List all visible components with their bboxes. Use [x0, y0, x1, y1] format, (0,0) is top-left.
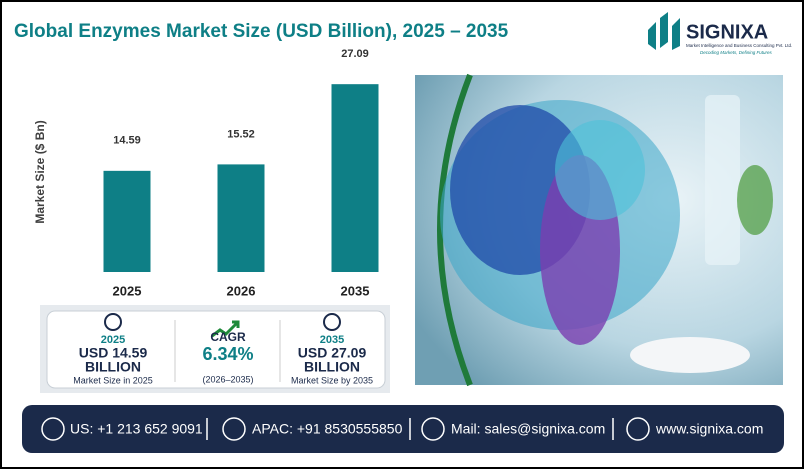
- data-label: 27.09: [341, 48, 369, 60]
- stat-caption: Market Size in 2025: [73, 375, 153, 385]
- data-label: 15.52: [227, 128, 255, 140]
- x-tick-label: 2035: [341, 283, 370, 298]
- plot: 2025 14.59 2026 15.52 2035 27.09: [103, 48, 379, 298]
- chart-title: Global Enzymes Market Size (USD Billion)…: [14, 21, 509, 42]
- footer-web: www.signixa.com: [655, 421, 763, 437]
- growth-icon: [211, 320, 240, 338]
- logo-name: SIGNIXA: [686, 21, 768, 43]
- stat-value: USD 14.59: [79, 345, 148, 361]
- footer-bar: [22, 405, 784, 453]
- phone-icon: [222, 417, 246, 441]
- data-label: 14.59: [113, 135, 141, 147]
- x-tick-label: 2025: [113, 283, 142, 298]
- logo-icon: [648, 12, 680, 50]
- footer-phone-apac: APAC: +91 8530555850: [252, 421, 403, 437]
- footer-mail: Mail: sales@signixa.com: [451, 421, 605, 437]
- y-axis-label: Market Size ($ Bn): [33, 120, 47, 223]
- logo-tagline: Market Intelligence and Business Consult…: [686, 43, 792, 48]
- stat-value: 6.34%: [202, 344, 253, 364]
- stat-value: USD 27.09: [298, 345, 367, 361]
- stat-caption: (2026–2035): [202, 374, 253, 384]
- stat-unit: BILLION: [85, 359, 141, 375]
- enzyme-picture: [415, 73, 783, 387]
- globe-icon: [323, 313, 341, 331]
- mail-icon: [421, 417, 445, 441]
- phone-icon: [41, 417, 65, 441]
- bar: [217, 164, 265, 272]
- logo: SIGNIXA Market Intelligence and Business…: [648, 12, 792, 55]
- stat-heading: CAGR: [210, 330, 246, 344]
- globe-icon: [104, 313, 122, 331]
- footer-phone-us: US: +1 213 652 9091: [70, 421, 203, 437]
- web-icon: [626, 417, 650, 441]
- stat-heading: 2035: [320, 334, 344, 346]
- stats-card: [46, 310, 386, 389]
- stat-unit: BILLION: [304, 359, 360, 375]
- x-tick-label: 2026: [227, 283, 256, 298]
- bar: [103, 170, 151, 272]
- stat-heading: 2025: [101, 334, 125, 346]
- bar: [331, 84, 379, 273]
- logo-motto: Decoding Markets, Defining Futures: [700, 50, 773, 55]
- stat-caption: Market Size by 2035: [291, 375, 373, 385]
